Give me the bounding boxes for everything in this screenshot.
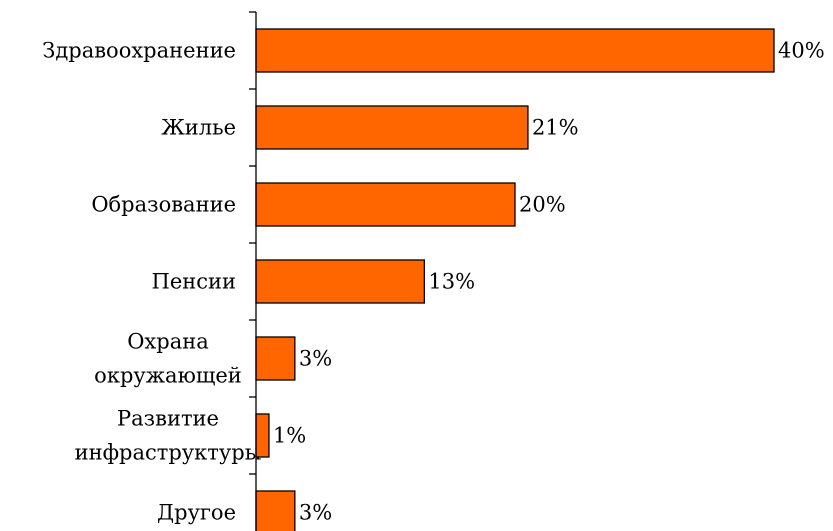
category-label-line: инфраструктуры xyxy=(75,441,262,465)
category-label: Охрана окружающей xyxy=(94,330,242,388)
bar xyxy=(255,336,296,381)
value-labels: 40% 21% 20% 13% 3% 1% 3% xyxy=(273,39,825,525)
data-label: 3% xyxy=(299,347,332,371)
category-label: Здравоохранение xyxy=(42,39,236,63)
data-label: 40% xyxy=(778,39,825,63)
bar xyxy=(255,259,426,304)
category-label-line: Пенсии xyxy=(152,270,237,294)
data-label: 1% xyxy=(273,424,306,448)
category-label: Образование xyxy=(91,193,236,217)
data-label: 21% xyxy=(532,116,579,140)
category-label-line: Образование xyxy=(91,193,236,217)
data-label: 13% xyxy=(428,270,475,294)
category-labels: Здравоохранение Жилье Образование Пенсии Охр… xyxy=(42,39,261,525)
data-label: 20% xyxy=(519,193,566,217)
category-label: Другое xyxy=(157,501,236,525)
category-label-line: Здравоохранение xyxy=(42,39,236,63)
category-label-line: Жилье xyxy=(161,116,236,140)
category-label: Жилье xyxy=(161,116,236,140)
category-label: Пенсии xyxy=(152,270,237,294)
category-label-line: окружающей xyxy=(94,364,242,388)
category-label-line: Развитие xyxy=(117,407,219,431)
bar xyxy=(255,28,775,73)
data-label: 3% xyxy=(299,501,332,525)
bar xyxy=(255,105,529,150)
bar xyxy=(255,490,296,531)
category-label-line: Охрана xyxy=(127,330,209,354)
bar xyxy=(255,182,516,227)
bar xyxy=(255,413,270,458)
bars xyxy=(255,28,775,531)
category-label-line: Другое xyxy=(157,501,236,525)
y-axis xyxy=(249,11,257,531)
category-label: Развитие инфраструктуры xyxy=(75,407,262,465)
